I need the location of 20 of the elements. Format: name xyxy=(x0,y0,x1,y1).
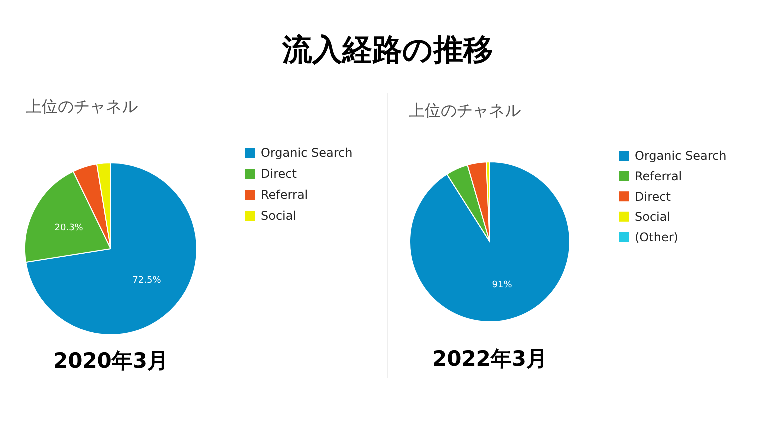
data-label: 72.5% xyxy=(132,276,162,286)
legend-label: Referral xyxy=(635,170,682,184)
pie-slice xyxy=(410,162,570,322)
pie-slice xyxy=(446,164,490,242)
legend-label: Social xyxy=(261,209,297,224)
data-label: 91% xyxy=(492,280,513,290)
legend-label: Organic Search xyxy=(261,146,353,160)
text: 2020年3月 xyxy=(53,349,169,373)
legend-label: Organic Search xyxy=(635,149,727,164)
legend-label: Social xyxy=(635,210,671,224)
legend-label: Direct xyxy=(261,167,298,182)
pie-slice xyxy=(26,162,198,336)
data-label: 20.3% xyxy=(54,223,84,234)
legend-label: (Other) xyxy=(635,230,678,244)
chart-title: 上位のチャネル xyxy=(26,97,138,116)
chart-title: 上位のチャネル xyxy=(409,101,521,120)
text: 2022年3月 xyxy=(432,347,548,371)
legend-label: Direct xyxy=(635,190,672,204)
text: 流入経路の推移 xyxy=(282,33,494,68)
legend-label: Referral xyxy=(261,188,308,202)
